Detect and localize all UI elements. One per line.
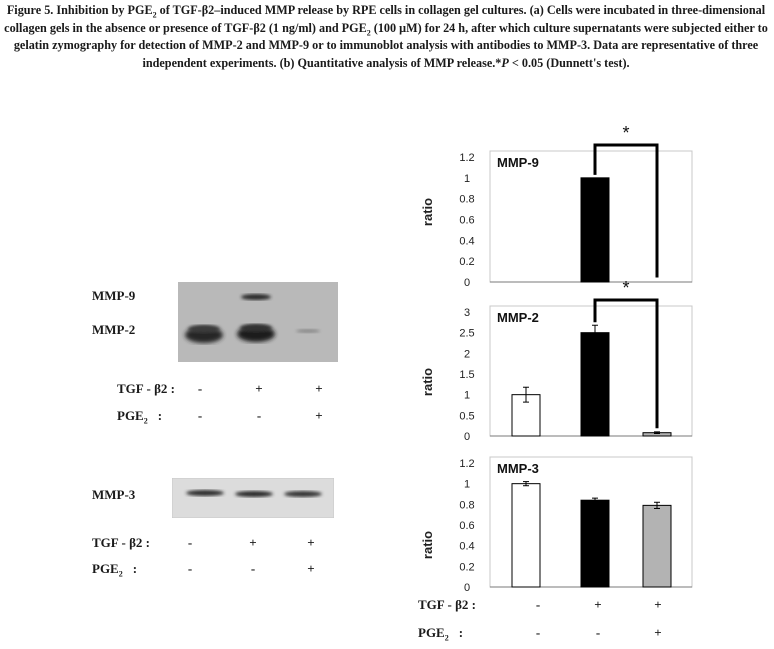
mmp9-ylabel: ratio [420, 198, 435, 226]
zymo-label-mmp9: MMP-9 [92, 288, 136, 303]
immuno-tgf-lane2: + [249, 535, 257, 550]
chart-pge-col3: + [654, 625, 662, 640]
zymo-tgf-lane3: + [315, 381, 323, 396]
chart-pge-col1: - [535, 625, 541, 640]
mmp9-significance-bracket [593, 143, 659, 278]
immuno-pge-lane1: - [187, 561, 193, 576]
caption-part2: of TGF-β2–induced MMP release by RPE cel… [4, 3, 766, 35]
mmp2-ytick-6: 3 [464, 307, 470, 319]
mmp3-bar-2 [580, 499, 610, 588]
zymo-pge-lane3: + [315, 408, 323, 423]
immuno-tgf-lane1: - [187, 535, 193, 550]
mmp9-ytick-0: 0 [464, 277, 470, 289]
mmp2-significance-bracket [593, 298, 659, 429]
mmp2-ytick-2: 1 [464, 390, 470, 402]
immuno-pge-lane3: + [307, 561, 315, 576]
immuno-label-mmp3: MMP-3 [92, 487, 136, 502]
mmp3-ytick-3: 0.6 [459, 520, 474, 532]
mmp2-title: MMP-2 [497, 310, 539, 325]
mmp9-ytick-3: 0.6 [459, 215, 474, 227]
zymo-pge-lane2: - [256, 408, 262, 423]
mmp2-ylabel: ratio [420, 368, 435, 396]
immuno-pge-row-label: PGE2: [92, 561, 138, 579]
immuno-tgf-row-label: TGF - β2 : [92, 535, 150, 550]
caption-p-italic: P [501, 55, 509, 70]
zymo-tgf-row-label: TGF - β2 : [117, 381, 175, 396]
chart-tgf-row-label: TGF - β2 : [418, 597, 476, 612]
zymo-tgf-lane2: + [255, 381, 263, 396]
mmp3-ytick-0: 0 [464, 582, 470, 594]
mmp2-ytick-1: 0.5 [459, 410, 474, 422]
mmp9-ytick-6: 1.2 [459, 152, 474, 164]
chart-tgf-col2: + [594, 597, 602, 612]
mmp9-ytick-4: 0.8 [459, 194, 474, 206]
zymo-label-mmp2: MMP-2 [92, 322, 136, 337]
mmp2-ytick-5: 2.5 [459, 328, 474, 340]
mmp2-ytick-0: 0 [464, 431, 470, 443]
mmp9-ytick-1: 0.2 [459, 256, 474, 268]
zymo-pge-row-label: PGE2: [117, 408, 163, 426]
immuno-pge-lane2: - [250, 561, 256, 576]
zymo-pge-lane1: - [197, 408, 203, 423]
mmp2-ytick-3: 1.5 [459, 369, 474, 381]
chart-tgf-col3: + [654, 597, 662, 612]
chart-pge-col2: - [595, 625, 601, 640]
mmp9-bar-2 [580, 177, 610, 283]
caption-part4: < 0.05 (Dunnett's test). [508, 55, 630, 70]
mmp3-ytick-6: 1.2 [459, 458, 474, 470]
figure-caption: Figure 5. Inhibition by PGE2 of TGF-β2–i… [4, 2, 768, 72]
chart-tgf-col1: - [535, 597, 541, 612]
mmp2-significance-star: * [622, 278, 629, 298]
mmp2-bar-2 [580, 332, 610, 437]
mmp3-bar-3 [642, 504, 672, 588]
caption-part3: (100 μM) for 24 h, after which culture s… [13, 20, 768, 70]
mmp3-bar-1 [511, 483, 541, 588]
mmp9-ytick-5: 1 [464, 173, 470, 185]
mmp3-ytick-4: 0.8 [459, 499, 474, 511]
mmp2-ytick-4: 2 [464, 348, 470, 360]
mmp3-ylabel: ratio [420, 531, 435, 559]
immuno-tgf-lane3: + [307, 535, 315, 550]
mmp3-ytick-2: 0.4 [459, 541, 474, 553]
mmp3-title: MMP-3 [497, 461, 539, 476]
zymography-blot-image [178, 282, 338, 362]
immunoblot-image [172, 478, 334, 518]
caption-sub2: 2 [366, 27, 371, 37]
mmp9-ytick-2: 0.4 [459, 235, 474, 247]
caption-part1: Figure 5. Inhibition by PGE [6, 3, 153, 17]
mmp9-significance-star: * [622, 123, 629, 143]
zymo-tgf-lane1: - [197, 381, 203, 396]
mmp3-ytick-5: 1 [464, 479, 470, 491]
chart-pge-row-label: PGE2: [418, 625, 464, 643]
caption-sub1: 2 [152, 10, 157, 20]
mmp3-ytick-1: 0.2 [459, 561, 474, 573]
mmp9-title: MMP-9 [497, 155, 539, 170]
